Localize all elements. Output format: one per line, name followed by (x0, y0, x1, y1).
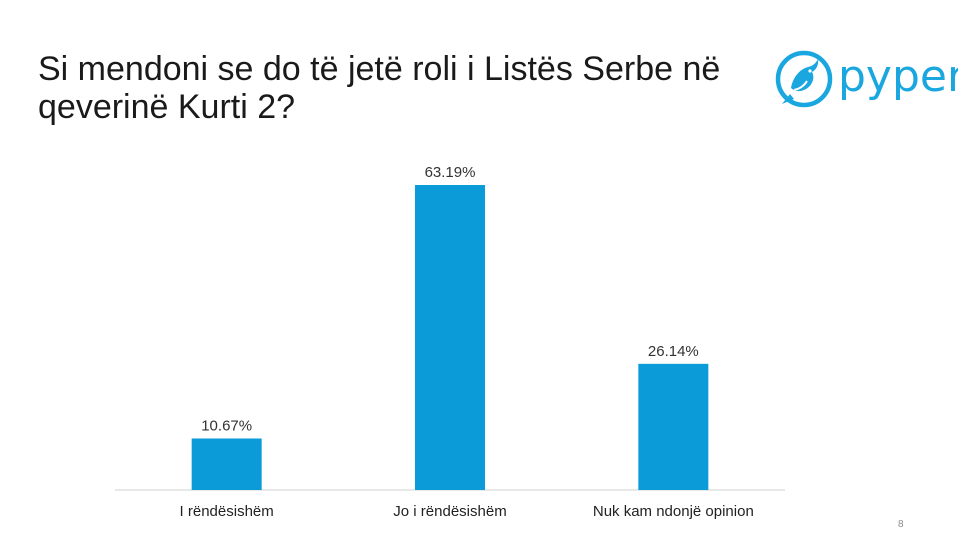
category-label-1: I rëndësishëm (180, 503, 274, 520)
data-label-3: 26.14% (648, 343, 699, 360)
data-label-2: 63.19% (425, 164, 476, 181)
tick-label-group: I rëndësishëm Jo i rëndësishëm Nuk kam ndo… (180, 503, 754, 520)
slide-title: Si mendoni se do të jetë roli i Listës S… (38, 50, 721, 126)
category-label-3: Nuk kam ndonjë opinion (593, 503, 754, 520)
pyper-logo: pyper (775, 50, 958, 108)
logo-wordmark: pyper (838, 51, 958, 102)
data-label-1: 10.67% (201, 417, 252, 434)
bar-group (191, 185, 709, 490)
category-label-2: Jo i rëndësishëm (393, 503, 506, 520)
data-label-group: 10.67% 63.19% 26.14% (201, 164, 699, 434)
bar-1 (191, 438, 262, 490)
page-number: 8 (898, 519, 904, 530)
bar-2 (415, 185, 485, 490)
bar-3 (638, 363, 709, 490)
bird-icon (775, 50, 833, 108)
